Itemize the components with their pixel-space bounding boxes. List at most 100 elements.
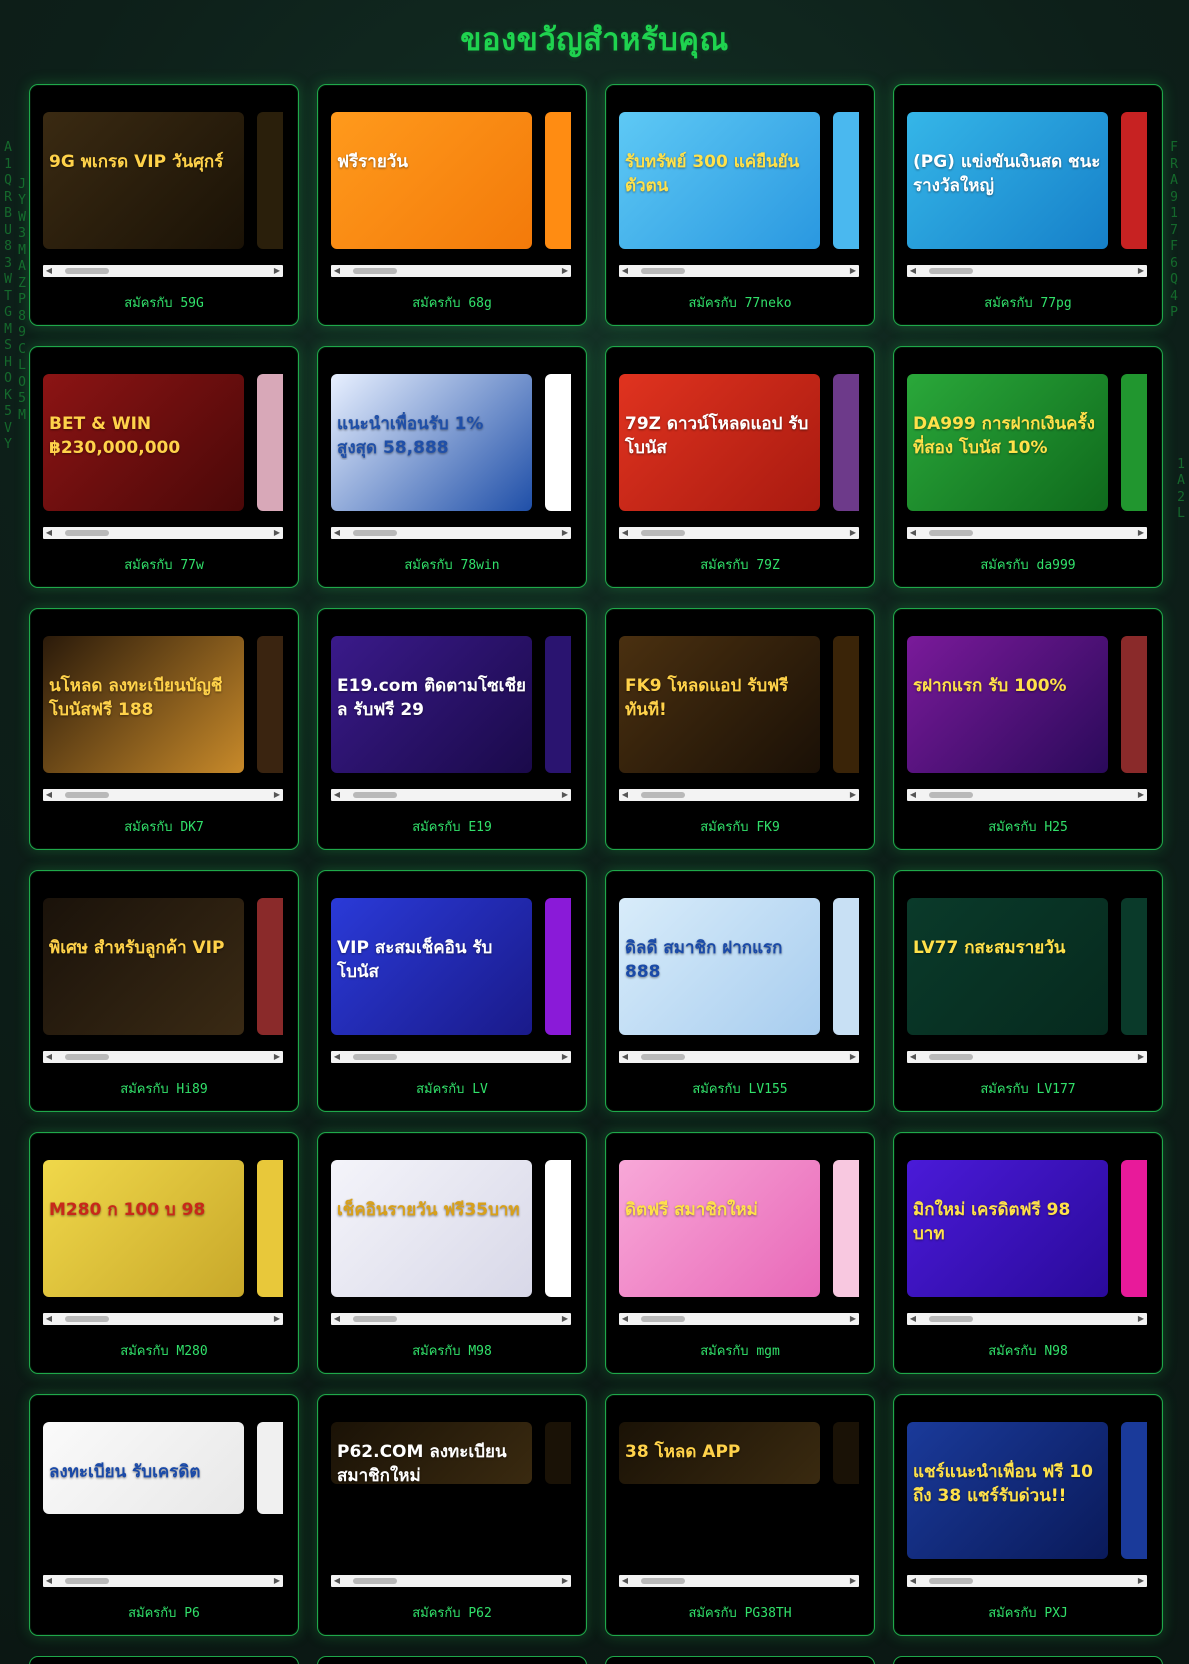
banner-carousel[interactable]: 79Z ดาวน์โหลดแอป รับโบนัส [619,374,859,511]
scroll-thumb[interactable] [353,268,397,274]
banner-carousel[interactable]: แนะนำเพื่อนรับ 1% สูงสุด 58,888 [331,374,571,511]
scroll-thumb[interactable] [353,1578,397,1584]
next-banner-preview[interactable] [257,1160,283,1297]
card-signup-label[interactable]: สมัครกับ N98 [988,1344,1068,1359]
card-signup-label[interactable]: สมัครกับ 59G [124,296,204,311]
gift-card[interactable]: VIP สะสมเช็คอิน รับโบนัส ◀ ▶ สมัครกับ LV [317,870,587,1112]
carousel-scrollbar[interactable]: ◀ ▶ [43,1051,283,1063]
gift-card[interactable]: ดิลดี สมาชิก ฝากแรก 888 ◀ ▶ สมัครกับ LV155 [605,870,875,1112]
gift-card[interactable]: DA999 การฝากเงินครั้งที่สอง โบนัส 10% ◀ ▶ ส… [893,346,1163,588]
scroll-right-arrow-icon[interactable]: ▶ [561,790,569,799]
promo-banner-image[interactable]: E19.com ติดตามโซเชียล รับฟรี 29 [331,636,532,773]
banner-carousel[interactable]: M280 ก 100 บ 98 [43,1160,283,1297]
scroll-right-arrow-icon[interactable]: ▶ [849,528,857,537]
scroll-right-arrow-icon[interactable]: ▶ [849,790,857,799]
next-banner-preview[interactable] [257,374,283,511]
scroll-thumb[interactable] [353,1054,397,1060]
next-banner-preview[interactable] [1121,112,1147,249]
next-banner-preview[interactable] [1121,636,1147,773]
gift-card[interactable]: แชร์แนะนำเพื่อน ฟรี 10 ถึง 38 แชร์รับด่ว… [893,1394,1163,1636]
next-banner-preview[interactable] [545,898,571,1035]
promo-banner-image[interactable]: 9G พเกรด VIP วันศุกร์ [43,112,244,249]
banner-carousel[interactable]: P62.COM ลงทะเบียนสมาชิกใหม่ [331,1422,571,1559]
scroll-left-arrow-icon[interactable]: ◀ [909,790,917,799]
scroll-thumb[interactable] [65,1054,109,1060]
promo-banner-image[interactable]: 79Z ดาวน์โหลดแอป รับโบนัส [619,374,820,511]
next-banner-preview[interactable] [833,898,859,1035]
carousel-scrollbar[interactable]: ◀ ▶ [331,1575,571,1587]
next-banner-preview[interactable] [833,1422,859,1484]
promo-banner-image[interactable]: ดิตฟรี สมาชิกใหม่ [619,1160,820,1297]
scroll-left-arrow-icon[interactable]: ◀ [909,1052,917,1061]
promo-banner-image[interactable]: ลงทะเบียน รับเครดิต [43,1422,244,1514]
scroll-left-arrow-icon[interactable]: ◀ [909,1576,917,1585]
banner-carousel[interactable]: ดิตฟรี สมาชิกใหม่ [619,1160,859,1297]
promo-banner-image[interactable]: FK9 โหลดแอป รับฟรีทันที! [619,636,820,773]
gift-card[interactable]: M280 ก 100 บ 98 ◀ ▶ สมัครกับ M280 [29,1132,299,1374]
banner-carousel[interactable]: เช็คอินรายวัน ฟรี35บาท [331,1160,571,1297]
card-signup-label[interactable]: สมัครกับ 78win [404,558,500,573]
next-banner-preview[interactable] [833,374,859,511]
scroll-left-arrow-icon[interactable]: ◀ [621,1052,629,1061]
card-signup-label[interactable]: สมัครกับ P6 [128,1606,200,1621]
gift-card[interactable]: ฟรีรายวัน ◀ ▶ สมัครกับ 68g [317,84,587,326]
scroll-thumb[interactable] [929,792,973,798]
card-signup-label[interactable]: สมัครกับ DK7 [124,820,204,835]
carousel-scrollbar[interactable]: ◀ ▶ [43,527,283,539]
gift-card[interactable]: แนะนำเพื่อนรับ 1% สูงสุด 58,888 ◀ ▶ สมัครกั… [317,346,587,588]
gift-card[interactable]: ลงทะเบียน รับเครดิต ◀ ▶ สมัครกับ P6 [29,1394,299,1636]
banner-carousel[interactable]: E19.com ติดตามโซเชียล รับฟรี 29 [331,636,571,773]
scroll-right-arrow-icon[interactable]: ▶ [273,266,281,275]
scroll-left-arrow-icon[interactable]: ◀ [333,1052,341,1061]
scroll-right-arrow-icon[interactable]: ▶ [273,1576,281,1585]
promo-banner-image[interactable]: VIP สะสมเช็คอิน รับโบนัส [331,898,532,1035]
gift-card[interactable]: พิเศษ สำหรับลูกค้า VIP ◀ ▶ สมัครกับ Hi89 [29,870,299,1112]
scroll-right-arrow-icon[interactable]: ▶ [849,1314,857,1323]
carousel-scrollbar[interactable]: ◀ ▶ [43,789,283,801]
banner-carousel[interactable]: LV77 กสะสมรายวัน [907,898,1147,1035]
next-banner-preview[interactable] [1121,1422,1147,1559]
card-signup-label[interactable]: สมัครกับ FK9 [700,820,780,835]
scroll-thumb[interactable] [353,530,397,536]
next-banner-preview[interactable] [545,112,571,249]
next-banner-preview[interactable] [257,112,283,249]
banner-carousel[interactable]: FK9 โหลดแอป รับฟรีทันที! [619,636,859,773]
scroll-thumb[interactable] [353,1316,397,1322]
next-banner-preview[interactable] [545,1422,571,1484]
card-signup-label[interactable]: สมัครกับ M98 [412,1344,492,1359]
scroll-right-arrow-icon[interactable]: ▶ [1137,1052,1145,1061]
promo-banner-image[interactable]: นโหลด ลงทะเบียนบัญชี โบนัสฟรี 188 [43,636,244,773]
card-signup-label[interactable]: สมัครกับ E19 [412,820,492,835]
next-banner-preview[interactable] [833,1160,859,1297]
scroll-right-arrow-icon[interactable]: ▶ [1137,790,1145,799]
banner-carousel[interactable]: (PG) แข่งขันเงินสด ชนะรางวัลใหญ่ [907,112,1147,249]
promo-banner-image[interactable]: แชร์แนะนำเพื่อน ฟรี 10 ถึง 38 แชร์รับด่ว… [907,1422,1108,1559]
card-signup-label[interactable]: สมัครกับ da999 [980,558,1076,573]
promo-banner-image[interactable]: 38 โหลด APP [619,1422,820,1484]
next-banner-preview[interactable] [833,636,859,773]
gift-card[interactable]: นโหลด ลงทะเบียนบัญชี โบนัสฟรี 188 ◀ ▶ สมัคร… [29,608,299,850]
promo-banner-image[interactable]: เช็คอินรายวัน ฟรี35บาท [331,1160,532,1297]
next-banner-preview[interactable] [257,636,283,773]
gift-card[interactable]: P62.COM ลงทะเบียนสมาชิกใหม่ ◀ ▶ สมัครกับ P6… [317,1394,587,1636]
promo-banner-image[interactable]: รฝากแรก รับ 100% [907,636,1108,773]
carousel-scrollbar[interactable]: ◀ ▶ [907,265,1147,277]
gift-card[interactable]: LV77 กสะสมรายวัน ◀ ▶ สมัครกับ LV177 [893,870,1163,1112]
scroll-left-arrow-icon[interactable]: ◀ [621,528,629,537]
next-banner-preview[interactable] [257,898,283,1035]
gift-card[interactable]: รฝากแรก รับ 100% ◀ ▶ สมัครกับ H25 [893,608,1163,850]
banner-carousel[interactable]: แชร์แนะนำเพื่อน ฟรี 10 ถึง 38 แชร์รับด่ว… [907,1422,1147,1559]
banner-carousel[interactable]: มิกใหม่ เครดิตฟรี 98 บาท [907,1160,1147,1297]
scroll-left-arrow-icon[interactable]: ◀ [909,266,917,275]
scroll-right-arrow-icon[interactable]: ▶ [1137,528,1145,537]
carousel-scrollbar[interactable]: ◀ ▶ [907,1051,1147,1063]
scroll-left-arrow-icon[interactable]: ◀ [621,1576,629,1585]
gift-card[interactable]: 9G พเกรด VIP วันศุกร์ ◀ ▶ สมัครกับ 59G [29,84,299,326]
scroll-right-arrow-icon[interactable]: ▶ [561,1314,569,1323]
promo-banner-image[interactable]: P62.COM ลงทะเบียนสมาชิกใหม่ [331,1422,532,1484]
banner-carousel[interactable]: 9G พเกรด VIP วันศุกร์ [43,112,283,249]
scroll-left-arrow-icon[interactable]: ◀ [909,528,917,537]
card-signup-label[interactable]: สมัครกับ LV177 [980,1082,1076,1097]
scroll-thumb[interactable] [353,792,397,798]
carousel-scrollbar[interactable]: ◀ ▶ [331,1313,571,1325]
